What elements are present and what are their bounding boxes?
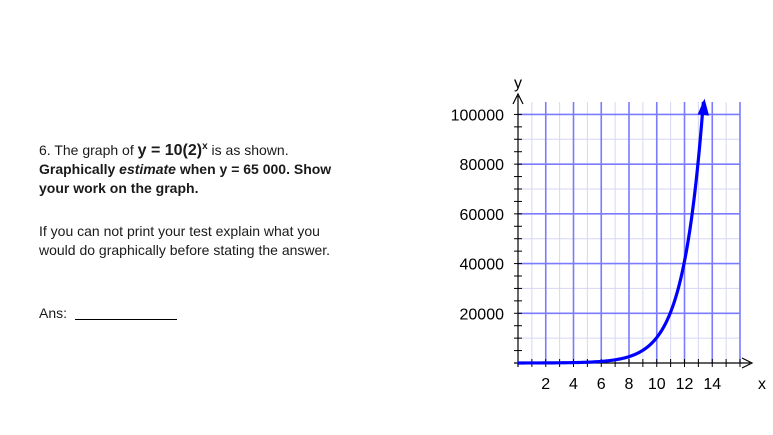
curve-point: [690, 218, 693, 220]
question-intro-end: is as shown.: [211, 142, 289, 158]
x-tick-label: 12: [676, 376, 694, 393]
curve-point: [544, 362, 547, 364]
curve-point: [702, 101, 705, 103]
curve-point: [676, 290, 679, 292]
curve-point: [600, 360, 603, 363]
curve-point: [628, 355, 630, 358]
question-line-3: your work on the graph.: [39, 180, 199, 196]
question-text: 6. The graph of y = 10(2)x is as shown. …: [39, 137, 399, 198]
question-line-2-emph: estimate: [119, 161, 176, 177]
series-layer: [517, 98, 710, 365]
y-tick-label: 80000: [460, 157, 505, 174]
tick-marks: [514, 113, 741, 367]
x-axis-label: x: [758, 376, 766, 393]
graph-svg: 2 4 6 8 10 12 14 20000 40000 60000 80000 100000 x y: [451, 75, 766, 393]
equation-base: y = 10(2): [137, 142, 203, 159]
curve-point: [697, 158, 700, 161]
x-tick-label: 10: [648, 376, 666, 393]
x-tick-label: 14: [703, 376, 721, 393]
curve-point: [642, 349, 644, 352]
x-tick-label: 8: [625, 376, 634, 393]
answer-label: Ans:: [39, 305, 68, 321]
y-axis-arrow: [512, 92, 524, 105]
y-axis-label: y: [514, 75, 522, 92]
x-tick-label: 6: [597, 376, 606, 393]
instructions-line-1: If you can not print your test explain w…: [39, 223, 320, 239]
question-line-2-b: when y = 65 000. Show: [179, 161, 332, 177]
curve-point: [655, 336, 658, 339]
y-tick-label: 40000: [460, 257, 505, 274]
curve-arrowhead: [697, 98, 710, 116]
question-number: 6.: [39, 142, 51, 158]
question-equation: y = 10(2)x: [137, 141, 208, 159]
instructions-text: If you can not print your test explain w…: [39, 222, 399, 260]
curve-point: [683, 260, 686, 262]
y-tick-label: 20000: [460, 306, 505, 323]
curve-point: [669, 311, 672, 313]
equation-exponent: x: [202, 141, 208, 152]
answer-blank[interactable]: [75, 304, 178, 320]
exponential-curve-line: [517, 101, 705, 365]
answer-row: Ans:: [39, 304, 178, 323]
y-tick-label: 100000: [451, 107, 504, 124]
axes: [512, 92, 754, 369]
tick-labels: 2 4 6 8 10 12 14 20000 40000 60000 80000 100000 x y: [451, 75, 766, 393]
x-tick-label: 4: [569, 376, 578, 393]
exponential-graph: 2 4 6 8 10 12 14 20000 40000 60000 80000 100000 x y: [415, 60, 770, 400]
x-axis-arrow: [741, 357, 754, 369]
instructions-line-2: would do graphically before stating the …: [39, 242, 331, 258]
question-line-1: 6. The graph of y = 10(2)x is as shown.: [39, 137, 399, 160]
curve-point: [517, 362, 519, 364]
y-tick-label: 60000: [460, 207, 505, 224]
question-line-2: Graphically estimate when y = 65 000. Sh…: [39, 160, 399, 179]
curve-point: [572, 361, 575, 364]
major-grid: [518, 102, 741, 363]
question-line-2-a: Graphically: [39, 161, 116, 177]
question-intro: The graph of: [54, 142, 134, 158]
x-tick-label: 2: [541, 376, 550, 393]
